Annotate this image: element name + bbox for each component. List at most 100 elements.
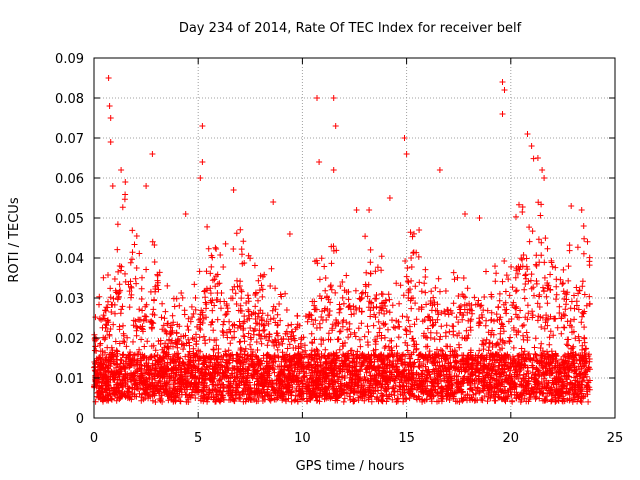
data-point [294,312,301,319]
data-point [416,279,423,286]
data-point [372,388,379,395]
data-point [100,312,107,319]
data-point [210,352,217,359]
data-point [450,323,457,330]
data-point [169,328,175,334]
data-point [429,322,436,329]
data-point [389,396,396,403]
data-point [335,376,342,383]
data-point [586,293,593,300]
data-point [119,352,126,359]
data-point [196,316,202,323]
data-point [268,265,275,272]
data-point [433,330,440,336]
data-point [372,338,379,345]
data-point [446,397,453,403]
data-point [148,343,155,350]
data-point [403,273,410,280]
data-point [581,235,588,242]
data-point [416,364,423,371]
data-point [478,302,485,309]
data-point [556,303,563,310]
data-point [312,317,319,324]
data-point [259,286,266,293]
data-point [520,332,526,339]
data-point [464,285,471,292]
data-point [183,340,190,347]
data-point [114,246,121,253]
data-point [545,282,552,289]
data-point [143,266,150,273]
data-point [543,316,550,323]
data-point [405,279,412,286]
data-point [476,315,483,322]
data-point [151,259,158,265]
data-point [372,346,379,353]
data-point [426,313,433,320]
data-point [538,324,545,330]
data-point [291,397,298,404]
data-point [339,279,346,285]
data-points [91,75,593,405]
data-point [241,313,248,320]
data-point [469,310,476,317]
data-point [461,306,468,313]
data-point [161,315,168,322]
data-point [546,334,553,341]
data-point [341,395,348,402]
data-point [422,266,429,273]
data-point [418,288,425,295]
data-point [308,312,315,319]
data-point [241,260,248,266]
data-point [222,348,229,355]
data-point [483,268,489,275]
data-point [154,382,161,389]
data-point [114,348,121,355]
data-point [164,282,171,289]
data-point [269,307,276,314]
data-point [220,394,227,401]
data-point [367,259,374,266]
data-point [406,351,412,358]
data-point [546,341,553,348]
data-point [403,331,410,338]
data-point [200,333,207,340]
data-point [549,263,556,270]
data-point [209,307,216,314]
data-point [346,393,353,400]
data-point [400,382,407,389]
data-point [455,293,462,299]
data-point [197,315,204,322]
data-point [536,304,543,310]
data-point [138,336,145,343]
data-point [392,325,399,331]
data-point [233,381,240,388]
data-point [229,295,236,302]
data-point [143,317,150,323]
data-point [169,312,176,319]
data-point [171,303,178,310]
data-point [238,295,245,302]
data-point [255,310,262,317]
data-point [522,281,529,287]
data-point [428,288,435,295]
data-point [252,320,259,327]
data-point [444,306,451,313]
data-point [450,269,457,276]
data-point [375,318,382,325]
data-point [553,276,560,283]
data-point [404,347,411,354]
data-point [288,321,295,328]
data-point [226,318,233,325]
data-point [112,338,119,345]
data-point [524,302,531,309]
data-point [578,319,585,326]
data-point [373,292,380,298]
data-point [178,290,185,296]
data-point [217,252,224,258]
data-point [91,347,98,354]
data-point [496,290,503,297]
data-point [531,292,537,299]
data-point [336,301,343,308]
data-point [133,327,140,334]
